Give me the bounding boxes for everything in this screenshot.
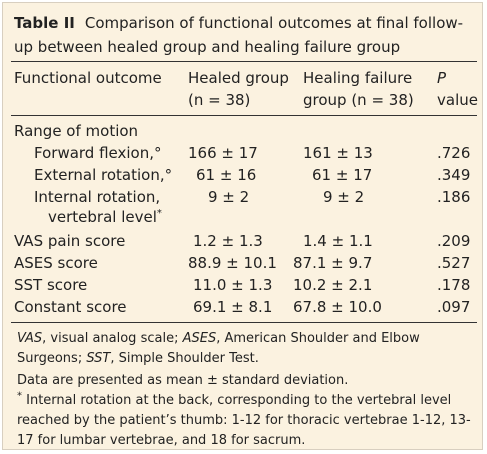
failure-value: 67.8 ± 10.0: [293, 298, 382, 316]
p-value: .726: [437, 144, 471, 162]
header-p: P: [437, 69, 447, 87]
header-healed-group: Healed group: [188, 69, 289, 87]
header-failure-n: group (n = 38): [303, 91, 414, 109]
failure-value: 161 ± 13: [303, 144, 373, 162]
row-label-line2: vertebral level*: [48, 208, 162, 226]
healed-value: 61 ± 16: [196, 166, 257, 184]
failure-value: 9 ± 2: [323, 188, 365, 206]
footnote-star: *: [17, 390, 22, 402]
row-label: SST score: [14, 276, 88, 294]
healed-value: 9 ± 2: [208, 188, 250, 206]
bottom-rule: [11, 322, 477, 323]
failure-value: 87.1 ± 9.7: [293, 254, 373, 272]
p-value: .178: [437, 276, 471, 294]
top-rule: [11, 61, 477, 62]
footnote-internal-rotation: * Internal rotation at the back, corresp…: [17, 390, 471, 448]
healed-value: 166 ± 17: [188, 144, 258, 162]
header-p-value: value: [437, 91, 478, 109]
p-value: .186: [437, 188, 471, 206]
row-label: ASES score: [14, 254, 98, 272]
row-label: VAS pain score: [14, 232, 126, 250]
table-title: Comparison of functional outcomes at fin…: [14, 14, 464, 56]
failure-value: 61 ± 17: [312, 166, 373, 184]
header-healed-n: (n = 38): [188, 91, 251, 109]
failure-value: 1.4 ± 1.1: [303, 232, 373, 250]
healed-value: 1.2 ± 1.3: [193, 232, 263, 250]
header-failure-group: Healing failure: [303, 69, 413, 87]
row-label: Forward flexion,°: [34, 144, 162, 162]
table-label: Table II: [14, 14, 75, 32]
footnote-abbreviations: VAS, visual analog scale; ASES, American…: [17, 331, 420, 366]
p-value: .349: [437, 166, 471, 184]
header-rule: [11, 115, 477, 116]
table-caption: Table II Comparison of functional outcome…: [14, 11, 476, 59]
p-value: .209: [437, 232, 471, 250]
p-value: .097: [437, 298, 471, 316]
row-label: Internal rotation,: [34, 188, 161, 206]
table-panel: Table II Comparison of functional outcome…: [2, 2, 483, 450]
healed-value: 11.0 ± 1.3: [193, 276, 273, 294]
footnote-marker: *: [156, 208, 162, 219]
header-functional-outcome: Functional outcome: [14, 69, 162, 87]
healed-value: 69.1 ± 8.1: [193, 298, 273, 316]
failure-value: 10.2 ± 2.1: [293, 276, 373, 294]
row-label: Constant score: [14, 298, 127, 316]
healed-value: 88.9 ± 10.1: [188, 254, 277, 272]
footnote-data-presentation: Data are presented as mean ± standard de…: [17, 373, 349, 388]
row-label: External rotation,°: [34, 166, 173, 184]
section-range-of-motion: Range of motion: [14, 122, 139, 140]
p-value: .527: [437, 254, 471, 272]
